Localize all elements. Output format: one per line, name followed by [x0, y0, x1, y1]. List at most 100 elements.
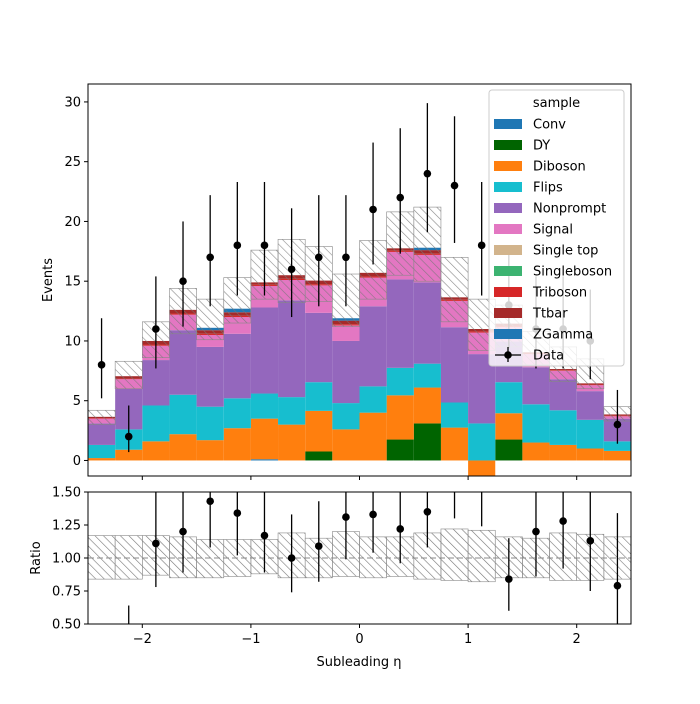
data-point-bin-1 [124, 432, 133, 441]
ratio-y-tick-label: 0.50 [52, 618, 81, 633]
bar-diboson-bin-11 [386, 395, 414, 440]
bar-flips-bin-4 [196, 406, 224, 441]
ratio-band-bin-1 [114, 535, 143, 580]
bar-conv-bin-6 [250, 459, 279, 461]
data-point-bin-6 [260, 241, 269, 250]
bar-nonprompt-bin-4 [196, 346, 224, 407]
uncertainty-band-bin-12 [413, 206, 442, 282]
ratio-point-bin-5 [233, 509, 242, 517]
legend-swatch-single-top [494, 245, 522, 255]
bar-diboson-bin-10 [359, 412, 387, 461]
ratio-band-bin-14 [467, 529, 496, 583]
bar-diboson-bin-7 [278, 424, 306, 461]
bar-flips-bin-9 [332, 403, 360, 430]
bar-flips-bin-18 [576, 419, 604, 449]
data-point-bin-4 [206, 253, 214, 262]
legend-swatch-flips [494, 182, 522, 192]
uncertainty-band-bin-1 [114, 360, 143, 390]
ratio-point-bin-17 [559, 517, 567, 525]
legend-swatch-dy [494, 140, 522, 150]
ratio-point-bin-1 [125, 649, 133, 657]
legend-title: sample [533, 96, 580, 111]
bar-diboson-bin-17 [549, 444, 577, 461]
bar-diboson-bin-12 [413, 387, 441, 424]
bar-diboson-bin-0 [88, 458, 116, 461]
bar-diboson-bin-1 [115, 449, 143, 461]
bar-flips-bin-6 [250, 393, 279, 419]
bar-flips-bin-7 [278, 397, 306, 425]
ratio-y-tick-label: 1.25 [52, 519, 81, 534]
ratio-point-bin-16 [532, 527, 540, 536]
main-y-tick-label: 20 [64, 215, 81, 230]
data-point-bin-13 [450, 181, 459, 190]
bar-diboson-bin-2 [142, 441, 170, 461]
legend: sample Conv DY Diboson Flips Nonprompt Signal S… [488, 89, 625, 367]
bar-diboson-bin-16 [522, 442, 550, 461]
legend-swatch-ttbar [494, 308, 522, 318]
legend-label-dy: DY [533, 139, 550, 154]
bar-nonprompt-bin-12 [413, 282, 441, 364]
bar-diboson-bin-8 [305, 410, 333, 452]
legend-swatch-singleboson [494, 266, 522, 276]
ratio-point-bin-19 [613, 581, 622, 590]
data-point-bin-5 [233, 241, 242, 250]
ratio-y-tick-label: 1.00 [52, 552, 81, 567]
bar-flips-bin-11 [386, 367, 414, 396]
bar-flips-bin-13 [440, 402, 469, 428]
legend-swatch-zgamma [494, 329, 522, 339]
bar-nonprompt-bin-0 [88, 423, 116, 445]
legend-label-diboson: Diboson [533, 160, 586, 175]
legend-label-zgamma: ZGamma [533, 328, 593, 343]
legend-label-triboson: Triboson [532, 286, 587, 301]
legend-label-signal: Signal [533, 223, 573, 238]
data-point-bin-9 [342, 253, 350, 262]
bar-diboson-bin-6 [250, 418, 279, 460]
x-axis-label: Subleading η [316, 655, 401, 670]
bar-flips-bin-8 [305, 382, 333, 411]
main-y-tick-label: 15 [64, 275, 81, 290]
bar-signal-bin-4 [196, 334, 224, 347]
data-point-bin-10 [369, 205, 377, 214]
bar-flips-bin-17 [549, 410, 577, 445]
bar-flips-bin-15 [495, 382, 523, 414]
bar-diboson-bin-3 [169, 434, 197, 461]
legend-swatch-signal [494, 224, 522, 234]
bar-diboson-bin-19 [603, 450, 631, 461]
ratio-point-bin-12 [423, 508, 432, 516]
main-y-tick-label: 0 [73, 454, 81, 469]
bar-flips-bin-12 [413, 363, 441, 388]
uncertainty-band-bin-13 [440, 256, 469, 323]
ratio-point-bin-8 [314, 542, 323, 550]
main-y-tick-label: 10 [64, 334, 81, 349]
main-plot-area [88, 103, 631, 476]
bar-flips-bin-3 [169, 394, 197, 435]
bar-diboson-bin-5 [223, 428, 251, 461]
bar-flips-bin-5 [223, 398, 251, 429]
legend-label-ttbar: Ttbar [532, 307, 568, 322]
legend-label-single-top: Single top [533, 244, 598, 259]
ratio-point-bin-4 [206, 497, 214, 506]
ratio-point-bin-10 [369, 510, 377, 519]
ratio-y-tick-label: 1.50 [52, 486, 81, 501]
ratio-point-bin-3 [179, 527, 187, 536]
bar-diboson-bin-9 [332, 429, 360, 461]
bar-nonprompt-bin-13 [440, 327, 469, 403]
ratio-plot-area [88, 492, 631, 657]
data-point-bin-8 [314, 253, 323, 262]
data-point-bin-7 [287, 265, 296, 274]
bar-diboson-bin-14 [468, 460, 496, 476]
data-point-bin-0 [97, 361, 106, 369]
data-point-bin-14 [477, 241, 486, 250]
ratio-band-bin-13 [440, 528, 469, 581]
bar-flips-bin-14 [468, 423, 496, 461]
bar-nonprompt-bin-8 [305, 312, 333, 383]
bar-diboson-bin-13 [440, 427, 469, 461]
bar-flips-bin-16 [522, 404, 550, 443]
legend-label-nonprompt: Nonprompt [533, 202, 606, 217]
x-tick-label: −1 [241, 632, 260, 647]
bar-nonprompt-bin-6 [250, 307, 279, 394]
legend-box [488, 89, 625, 367]
legend-label-conv: Conv [533, 118, 566, 133]
ratio-point-bin-9 [342, 513, 350, 521]
